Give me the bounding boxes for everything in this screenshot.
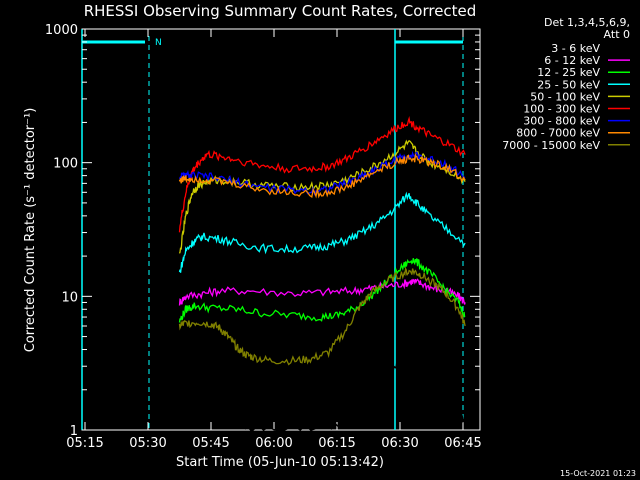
legend-label: 50 - 100 keV [530, 90, 600, 103]
legend-label: 25 - 50 keV [537, 78, 600, 91]
marker-label: N [155, 38, 162, 48]
series-line [178, 152, 466, 199]
series-line [178, 116, 466, 233]
date-stamp: 15-Oct-2021 01:23 [560, 469, 636, 478]
x-tick-label: 06:15 [318, 436, 355, 451]
x-axis-label: Start Time (05-Jun-10 05:13:42) [176, 455, 384, 470]
legend-label: 100 - 300 keV [523, 103, 600, 116]
series-line [178, 191, 466, 273]
detector-header: Det 1,3,4,5,6,9, Att 0 [544, 16, 630, 41]
y-tick-label: 10 [61, 290, 78, 305]
legend-label: 6 - 12 keV [544, 54, 600, 67]
detector-header-line: Det 1,3,4,5,6,9, [544, 16, 630, 29]
y-tick-label: 1 [70, 424, 78, 439]
plot-area: N 05:15 05:30 05:45 06:00 06:15 06:30 06:45 1 10 1… [45, 23, 482, 451]
x-tick-label: 06:30 [381, 436, 418, 451]
series-line [178, 258, 466, 323]
legend-label: 3 - 6 keV [551, 42, 600, 55]
x-tick-label: 06:45 [444, 436, 481, 451]
series-line [178, 139, 466, 254]
y-axis-label: Corrected Count Rate (s⁻¹ detector⁻¹) [23, 108, 38, 353]
y-tick-label: 1000 [45, 23, 78, 38]
legend-label: 800 - 7000 keV [516, 127, 600, 140]
x-tick-label: 05:45 [192, 436, 229, 451]
x-tick-label: 05:15 [66, 436, 103, 451]
x-tick-label: 05:30 [129, 436, 166, 451]
y-tick-label: 100 [53, 157, 78, 172]
legend-label: 300 - 800 keV [523, 115, 600, 128]
legend-label: 7000 - 15000 keV [502, 139, 600, 152]
chart-title: RHESSI Observing Summary Count Rates, Co… [84, 2, 477, 20]
series-group [178, 116, 466, 431]
legend-label: 12 - 25 keV [537, 66, 600, 79]
attenuator-header-line: Att 0 [604, 28, 630, 41]
x-tick-label: 06:00 [255, 436, 292, 451]
series-line [178, 266, 466, 366]
series-line [178, 346, 466, 431]
series-line [178, 278, 466, 306]
